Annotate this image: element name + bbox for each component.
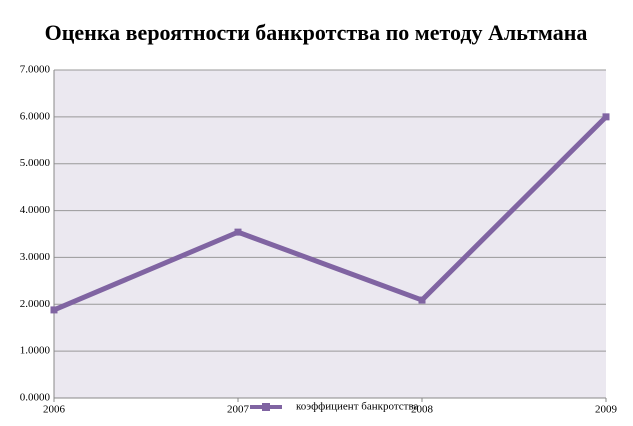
point-marker: [418, 296, 426, 304]
legend-label: коэффициент банкротства: [296, 401, 418, 413]
x-tick-label: 2007: [227, 404, 250, 416]
plot-area: [54, 70, 606, 398]
point-marker: [602, 113, 610, 121]
x-tick-label: 2009: [595, 404, 618, 416]
series-line: [53, 115, 608, 313]
legend-marker: [262, 403, 270, 411]
y-tick-label: 5.0000: [20, 157, 51, 169]
y-tick-label: 2.0000: [20, 298, 51, 310]
y-tick-label: 4.0000: [20, 204, 51, 216]
x-tick-label: 2008: [411, 404, 434, 416]
y-tick-label: 6.0000: [20, 110, 51, 122]
point-marker: [50, 306, 58, 314]
y-tick-label: 3.0000: [20, 251, 51, 263]
y-tick-label: 0.0000: [20, 392, 51, 404]
x-tick-label: 2006: [43, 404, 66, 416]
point-marker: [234, 228, 242, 236]
chart-title: Оценка вероятности банкротства по методу…: [45, 20, 588, 45]
y-tick-label: 7.0000: [20, 64, 51, 76]
y-tick-label: 1.0000: [20, 345, 51, 357]
